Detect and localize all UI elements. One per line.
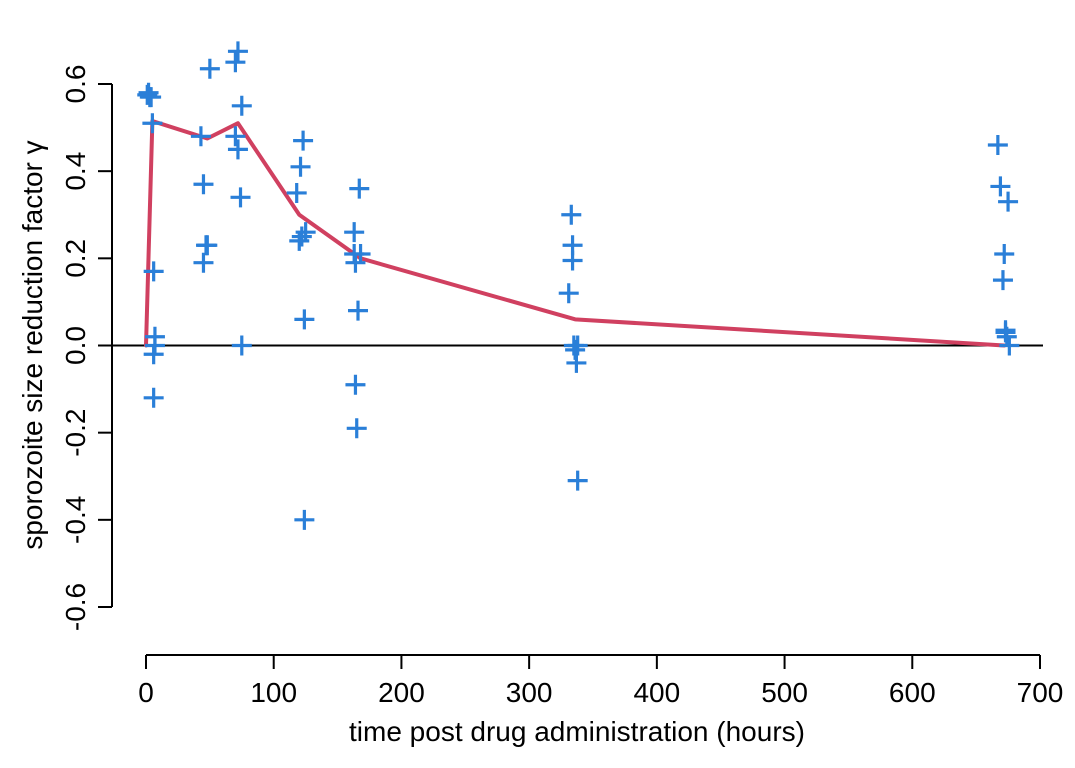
data-point xyxy=(562,250,583,271)
x-tick-label: 500 xyxy=(761,677,808,708)
data-point xyxy=(293,130,314,151)
data-point xyxy=(294,309,315,330)
data-point xyxy=(348,300,369,321)
y-tick-label: -0.2 xyxy=(60,409,91,457)
x-tick-label: 0 xyxy=(138,677,154,708)
data-point xyxy=(294,509,315,530)
data-point xyxy=(193,252,214,273)
x-axis-title: time post drug administration (hours) xyxy=(349,716,805,747)
y-tick-label: 0.0 xyxy=(60,326,91,365)
x-tick-label: 700 xyxy=(1017,677,1064,708)
data-point xyxy=(566,352,587,373)
y-tick-label: -0.6 xyxy=(60,583,91,631)
data-point xyxy=(193,174,214,195)
data-point xyxy=(227,41,248,62)
x-tick-label: 600 xyxy=(889,677,936,708)
data-point xyxy=(345,252,366,273)
data-point xyxy=(350,243,371,264)
data-point xyxy=(231,335,252,356)
data-point xyxy=(142,113,163,134)
data-point xyxy=(190,126,211,147)
x-axis: 0 100 200 300 400 500 600 700 xyxy=(138,654,1064,708)
data-point xyxy=(987,135,1008,156)
data-point xyxy=(231,95,252,116)
data-point xyxy=(295,222,316,243)
y-axis: -0.6 -0.4 -0.2 0.0 0.2 0.4 0.6 xyxy=(60,65,113,631)
data-point xyxy=(345,374,366,395)
data-point xyxy=(225,52,246,73)
mean-line-group xyxy=(144,119,1007,348)
data-point xyxy=(141,87,162,108)
data-point xyxy=(558,283,579,304)
data-point xyxy=(996,326,1017,347)
data-point xyxy=(349,178,370,199)
data-point xyxy=(344,222,365,243)
data-point xyxy=(999,335,1020,356)
data-point xyxy=(998,191,1019,212)
x-tick-label: 300 xyxy=(506,677,553,708)
data-point xyxy=(230,187,251,208)
y-tick-label: -0.4 xyxy=(60,496,91,544)
data-point xyxy=(291,226,312,247)
data-point xyxy=(290,156,311,177)
data-point xyxy=(567,470,588,491)
data-point xyxy=(143,261,164,282)
y-tick-label: 0.2 xyxy=(60,239,91,278)
data-point xyxy=(567,335,588,356)
data-point xyxy=(990,176,1011,197)
x-tick-label: 400 xyxy=(633,677,680,708)
mean-line xyxy=(144,119,1007,348)
data-point xyxy=(286,182,307,203)
data-point xyxy=(227,139,248,160)
data-point xyxy=(144,335,165,356)
data-points xyxy=(137,41,1020,530)
y-axis-title: sporozoite size reduction factor γ xyxy=(17,140,48,549)
data-point xyxy=(346,418,367,439)
x-tick-label: 200 xyxy=(378,677,425,708)
data-point xyxy=(561,204,582,225)
data-point xyxy=(992,270,1013,291)
y-tick-label: 0.4 xyxy=(60,152,91,191)
y-tick-label: 0.6 xyxy=(60,65,91,104)
data-point xyxy=(143,387,164,408)
data-point xyxy=(197,235,218,256)
x-tick-label: 100 xyxy=(250,677,297,708)
data-point xyxy=(199,58,220,79)
data-point xyxy=(994,243,1015,264)
data-point xyxy=(225,126,246,147)
